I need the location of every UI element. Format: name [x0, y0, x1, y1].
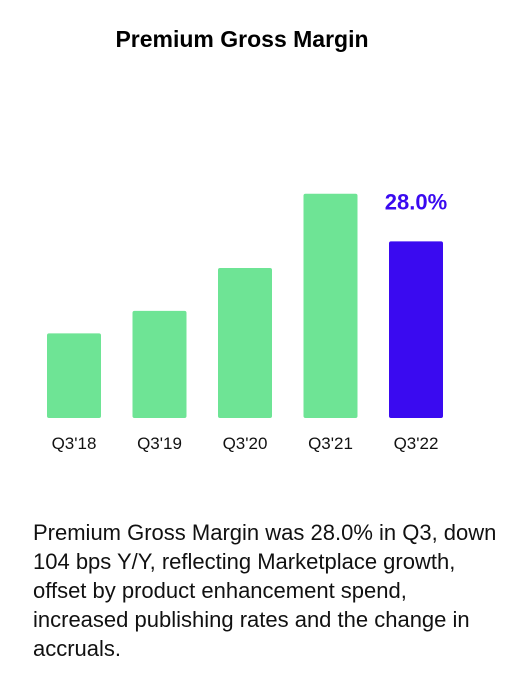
x-tick-label: Q3'18 [52, 434, 97, 453]
x-tick-label: Q3'20 [223, 434, 268, 453]
bar-2 [218, 267, 272, 418]
data-label: 28.0% [385, 189, 447, 214]
bar-0 [47, 333, 101, 418]
bar-4 [389, 241, 443, 418]
x-tick-label: Q3'22 [394, 434, 439, 453]
x-tick-label: Q3'21 [308, 434, 353, 453]
chart-caption: Premium Gross Margin was 28.0% in Q3, do… [33, 520, 497, 661]
bar-1 [132, 310, 187, 418]
x-tick-labels: Q3'18 Q3'19 Q3'20 Q3'21 Q3'22 [52, 434, 439, 453]
chart-title: Premium Gross Margin [115, 26, 369, 52]
bar-chart: Q3'18 Q3'19 Q3'20 Q3'21 Q3'22 28.0% [47, 189, 447, 453]
data-labels: 28.0% [385, 189, 447, 214]
x-tick-label: Q3'19 [137, 434, 182, 453]
bar-3 [303, 193, 358, 418]
bars-group [47, 193, 443, 418]
